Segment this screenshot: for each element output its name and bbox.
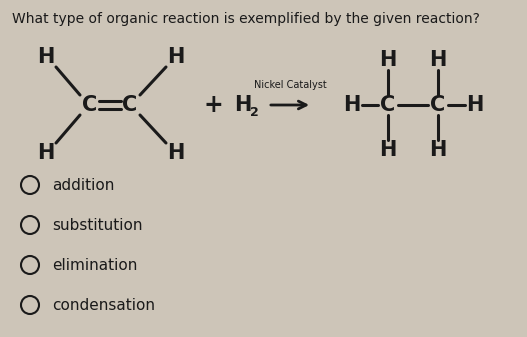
Text: H: H — [379, 50, 397, 70]
Text: H: H — [430, 140, 447, 160]
Text: H: H — [167, 47, 184, 67]
Text: condensation: condensation — [52, 298, 155, 312]
Text: H: H — [343, 95, 360, 115]
Text: C: C — [380, 95, 396, 115]
Text: Nickel Catalyst: Nickel Catalyst — [253, 80, 326, 90]
Text: H: H — [235, 95, 252, 115]
Text: 2: 2 — [250, 106, 258, 120]
Text: H: H — [466, 95, 484, 115]
Text: C: C — [431, 95, 446, 115]
Text: H: H — [167, 143, 184, 163]
Text: +: + — [203, 93, 223, 117]
Text: C: C — [122, 95, 138, 115]
Text: H: H — [379, 140, 397, 160]
Text: addition: addition — [52, 178, 114, 192]
Text: substitution: substitution — [52, 217, 142, 233]
Text: H: H — [37, 143, 55, 163]
Text: H: H — [37, 47, 55, 67]
Text: C: C — [82, 95, 97, 115]
Text: H: H — [430, 50, 447, 70]
Text: elimination: elimination — [52, 257, 138, 273]
Text: What type of organic reaction is exemplified by the given reaction?: What type of organic reaction is exempli… — [12, 12, 480, 26]
